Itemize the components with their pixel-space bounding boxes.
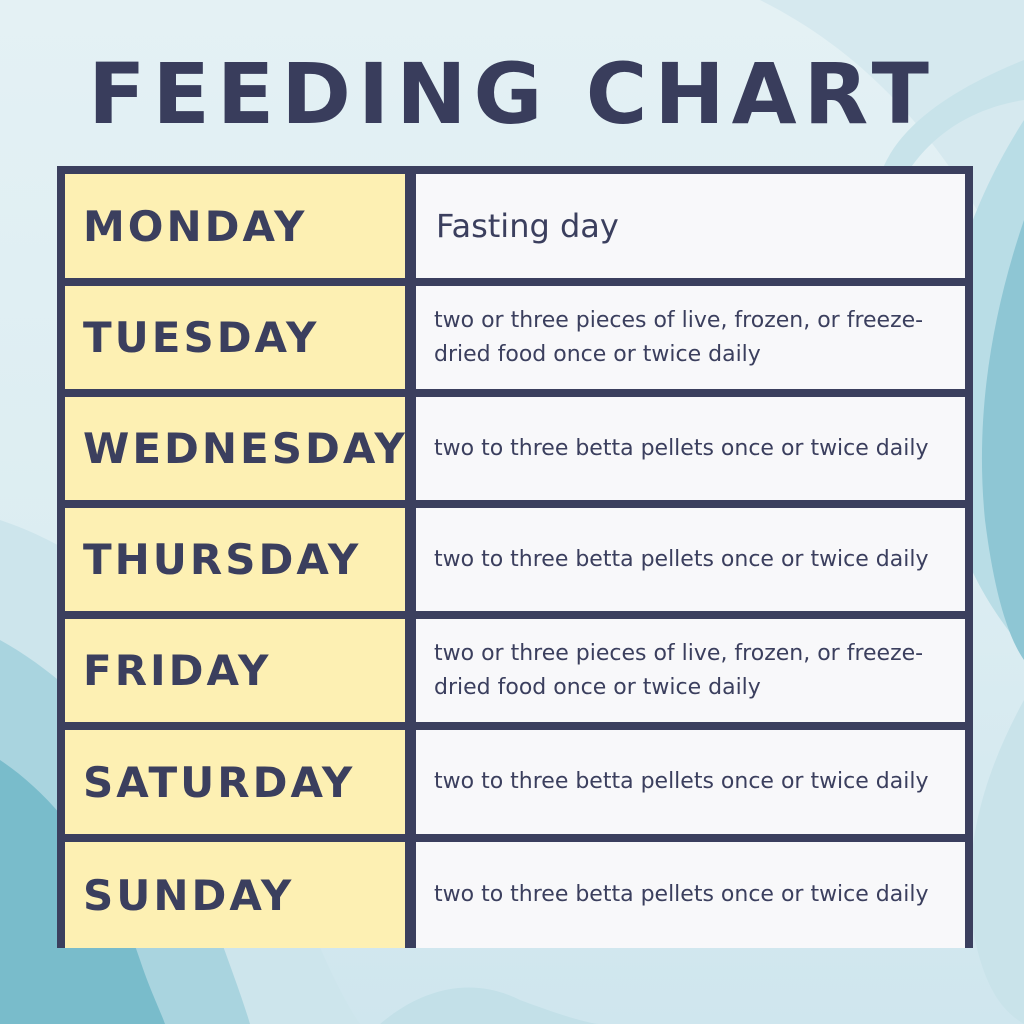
day-cell-wednesday: WEDNESDAY	[65, 397, 405, 500]
day-cell-thursday: THURSDAY	[65, 508, 405, 611]
table-row-thursday: THURSDAY two to three betta pellets once…	[57, 500, 973, 611]
table-row-saturday: SATURDAY two to three betta pellets once…	[57, 722, 973, 834]
table-row-friday: FRIDAY two or three pieces of live, froz…	[57, 611, 973, 722]
description-cell-monday: Fasting day	[416, 174, 965, 278]
page-title: FEEDING CHART	[88, 45, 936, 143]
description-cell-saturday: two to three betta pellets once or twice…	[416, 730, 965, 834]
day-cell-sunday: SUNDAY	[65, 842, 405, 948]
description-cell-friday: two or three pieces of live, frozen, or …	[416, 619, 965, 722]
description-cell-tuesday: two or three pieces of live, frozen, or …	[416, 286, 965, 389]
table-row-wednesday: WEDNESDAY two to three betta pellets onc…	[57, 389, 973, 500]
description-cell-sunday: two to three betta pellets once or twice…	[416, 842, 965, 948]
day-cell-tuesday: TUESDAY	[65, 286, 405, 389]
table-row-tuesday: TUESDAY two or three pieces of live, fro…	[57, 278, 973, 389]
table-row-sunday: SUNDAY two to three betta pellets once o…	[57, 834, 973, 948]
day-cell-monday: MONDAY	[65, 174, 405, 278]
feeding-table: MONDAY Fasting day TUESDAY two or three …	[57, 166, 973, 948]
description-cell-wednesday: two to three betta pellets once or twice…	[416, 397, 965, 500]
table-row-monday: MONDAY Fasting day	[57, 166, 973, 278]
day-cell-friday: FRIDAY	[65, 619, 405, 722]
description-cell-thursday: two to three betta pellets once or twice…	[416, 508, 965, 611]
day-cell-saturday: SATURDAY	[65, 730, 405, 834]
